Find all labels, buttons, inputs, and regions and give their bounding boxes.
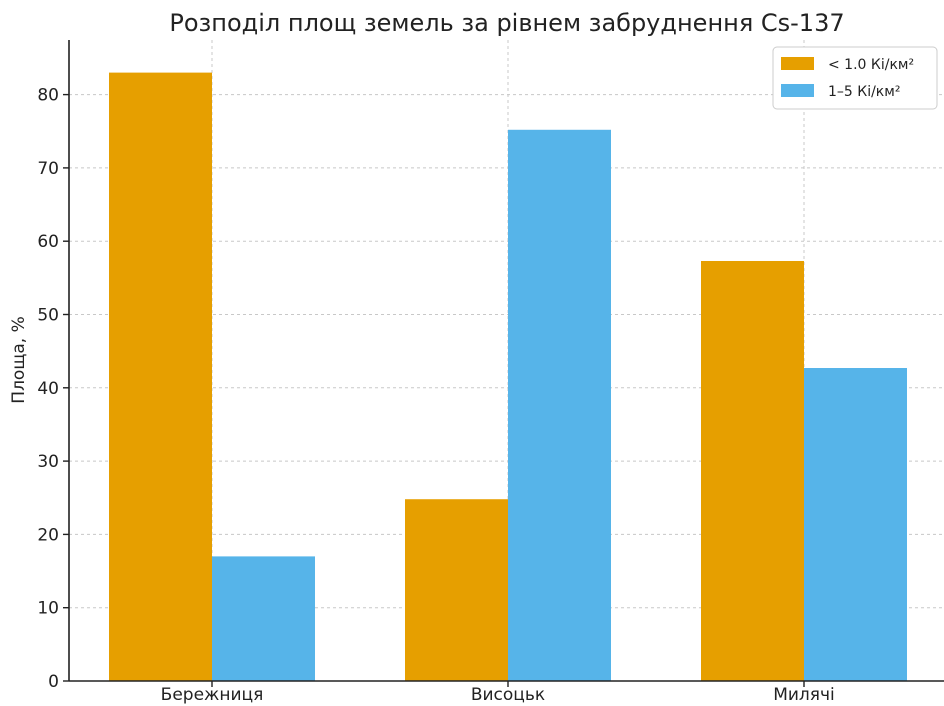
x-tick-label: Висоцьк xyxy=(471,685,545,705)
legend: < 1.0 Кі/км² 1–5 Кі/км² xyxy=(772,46,938,110)
bar xyxy=(405,499,508,681)
y-tick-label: 40 xyxy=(37,379,59,399)
bar xyxy=(508,129,611,681)
y-tick-label: 60 xyxy=(37,232,59,252)
x-tick-label: Милячі xyxy=(773,685,835,705)
legend-label: < 1.0 Кі/км² xyxy=(828,57,914,73)
bar xyxy=(701,260,804,681)
bar xyxy=(804,368,907,681)
chart-title: Розподіл площ земель за рівнем забруднен… xyxy=(169,9,844,37)
y-ticks: 0 10 20 30 40 50 60 70 80 xyxy=(37,86,69,692)
y-tick-label: 30 xyxy=(37,452,59,472)
axes xyxy=(68,40,944,682)
y-tick-label: 0 xyxy=(48,672,59,692)
y-tick-label: 20 xyxy=(37,525,59,545)
bars xyxy=(109,72,907,682)
legend-swatch xyxy=(781,84,814,97)
y-tick-label: 80 xyxy=(37,86,59,106)
y-tick-label: 70 xyxy=(37,159,59,179)
bar xyxy=(212,556,315,681)
x-ticks: Бережниця Висоцьк Милячі xyxy=(161,681,835,705)
y-tick-label: 10 xyxy=(37,599,59,619)
y-axis-label: Площа, % xyxy=(9,316,29,403)
x-tick-label: Бережниця xyxy=(161,685,264,705)
legend-label: 1–5 Кі/км² xyxy=(828,84,900,100)
y-tick-label: 50 xyxy=(37,306,59,326)
legend-swatch xyxy=(781,57,814,70)
bar xyxy=(109,72,212,682)
